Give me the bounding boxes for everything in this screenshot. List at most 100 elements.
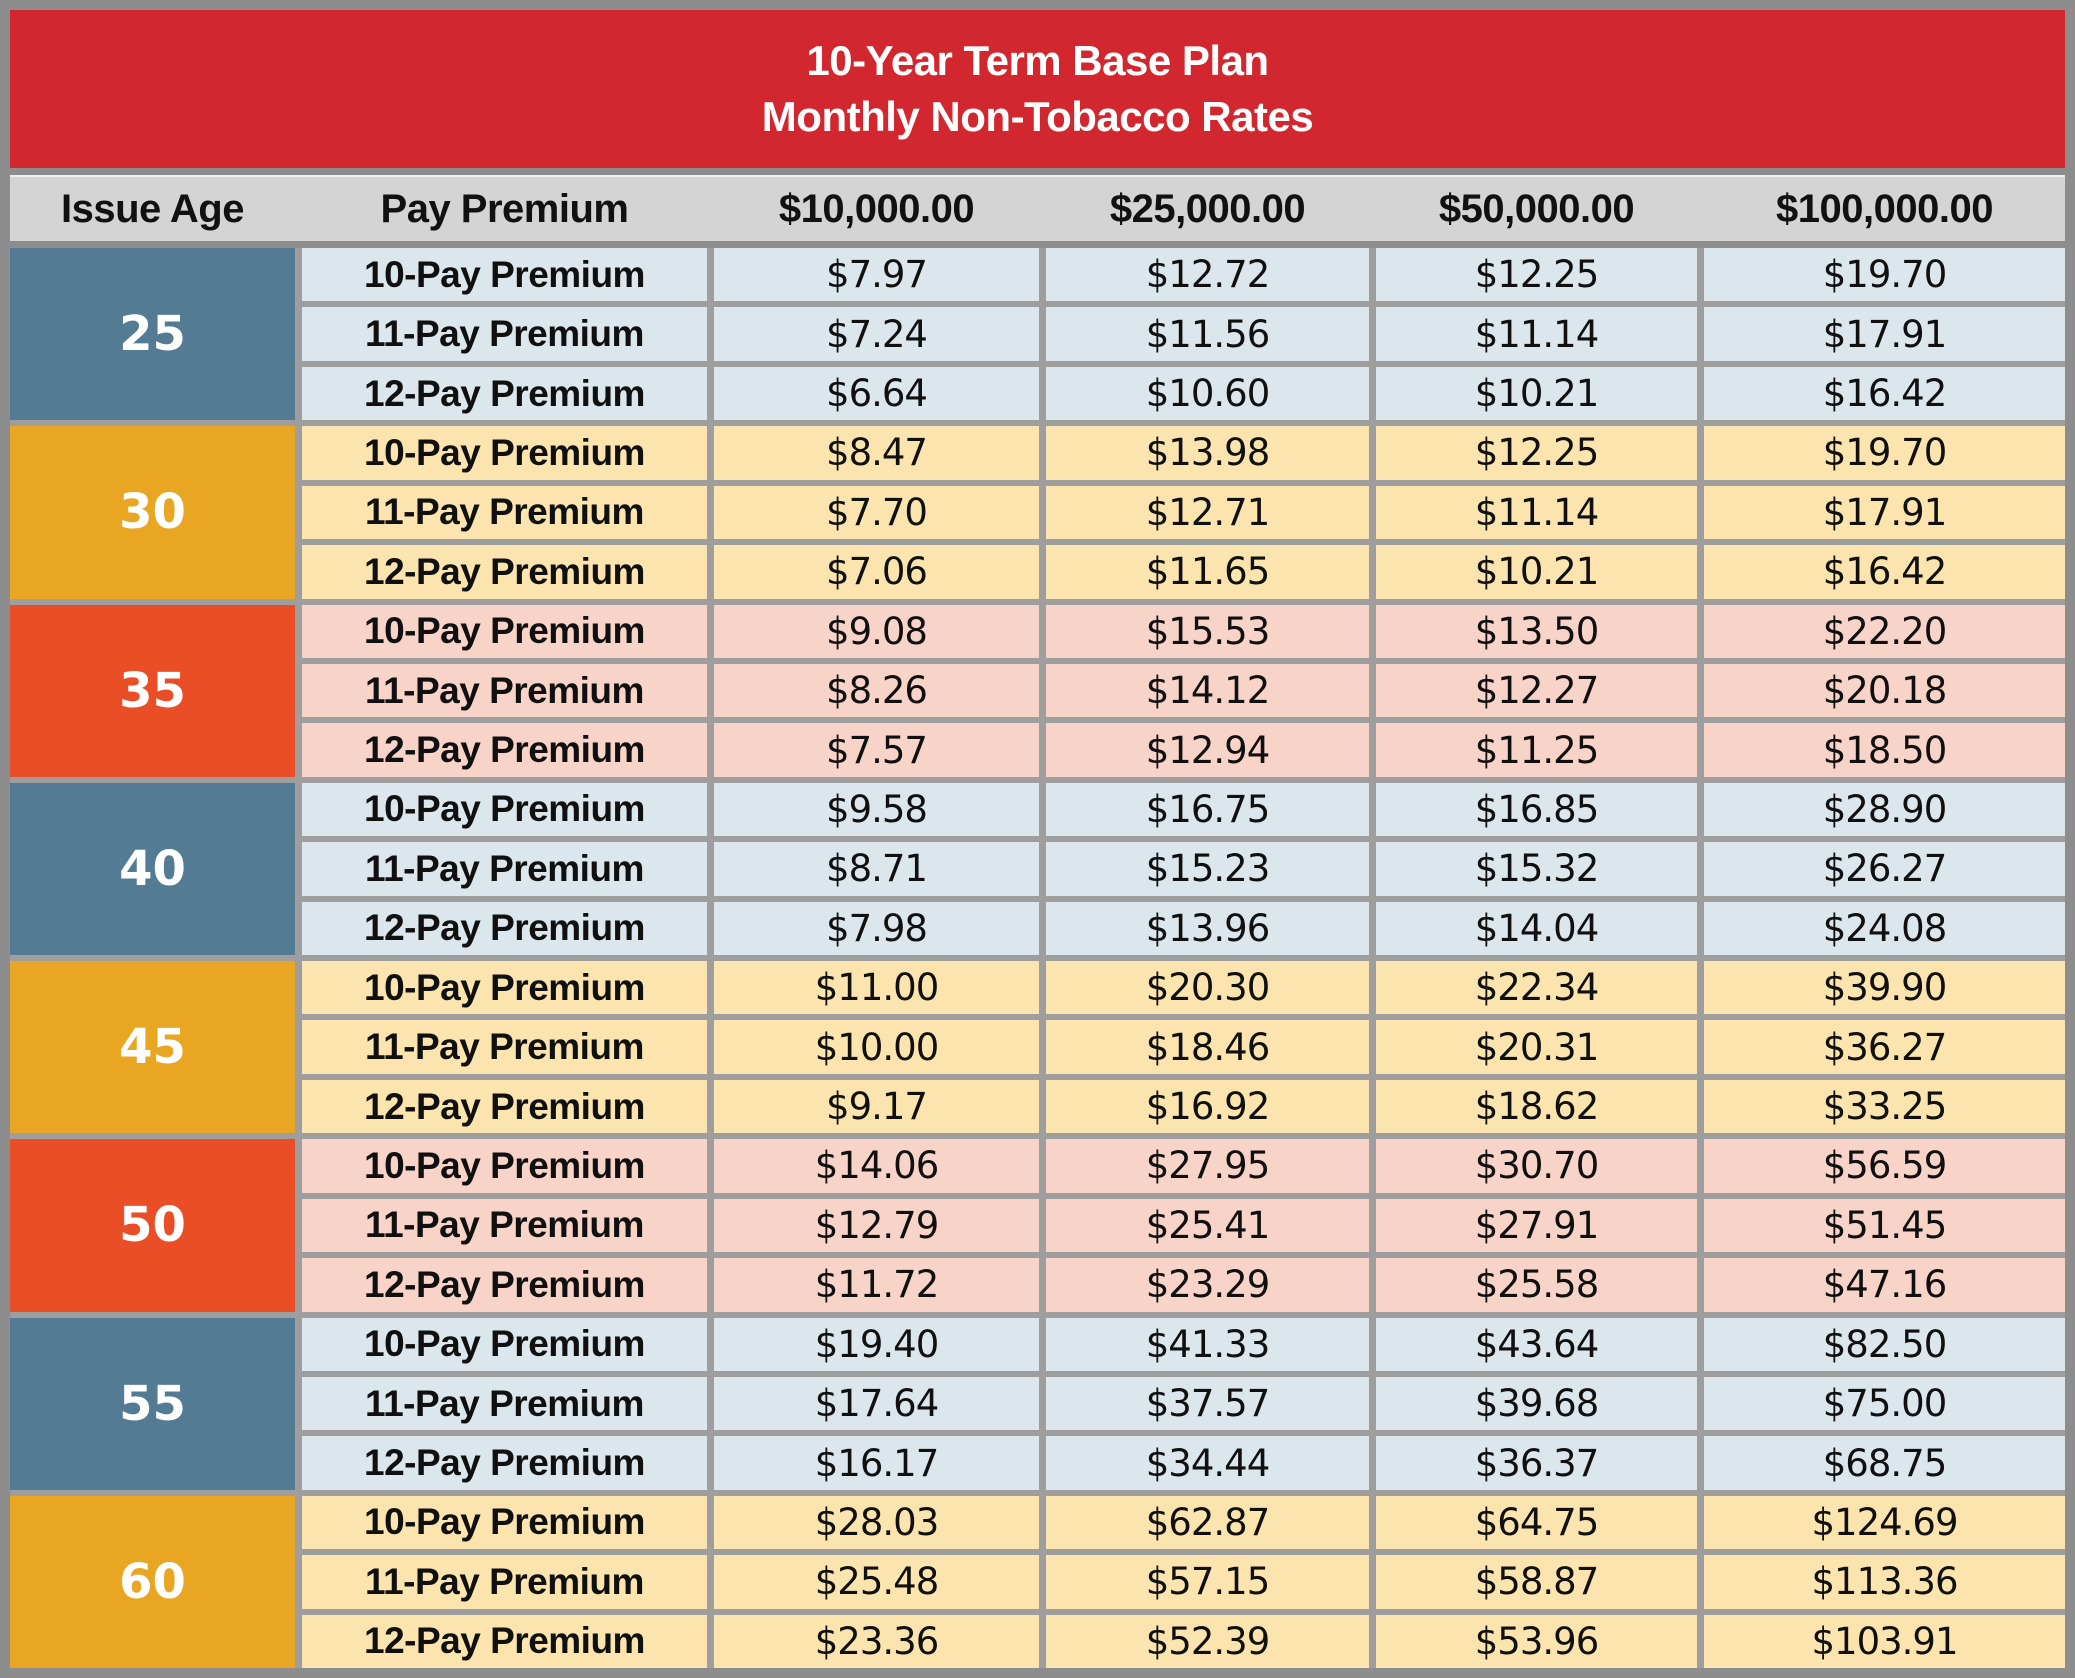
rate-cell: $6.64: [714, 366, 1039, 421]
rate-cell: $39.68: [1376, 1376, 1697, 1431]
rate-cell: $43.64: [1376, 1317, 1697, 1371]
rate-cell: $36.37: [1376, 1436, 1697, 1490]
age-cell-25: 25: [10, 248, 295, 421]
pay-premium-label-cell: 12-Pay Premium: [302, 901, 707, 955]
title-bar: 10-Year Term Base Plan Monthly Non-Tobac…: [10, 10, 2065, 168]
rate-cell: $12.27: [1376, 663, 1697, 718]
rate-cell: $68.75: [1704, 1436, 2065, 1490]
column-header-25000: $25,000.00: [1109, 186, 1306, 231]
pay-premium-label-cell: 10-Pay Premium: [302, 1317, 707, 1371]
rate-cell: $36.27: [1704, 1020, 2065, 1074]
rate-cell: $12.94: [1046, 723, 1369, 777]
column-header-100000: $100,000.00: [1776, 186, 1993, 231]
rate-cell: $12.79: [714, 1198, 1039, 1253]
rate-cell: $26.27: [1704, 842, 2065, 896]
rate-cell: $11.56: [1046, 307, 1369, 361]
rate-cell: $16.92: [1046, 1079, 1369, 1134]
rate-cell: $8.71: [714, 842, 1039, 896]
rate-cell: $8.26: [714, 663, 1039, 718]
rate-cell: $25.58: [1376, 1258, 1697, 1312]
rate-cell: $103.91: [1704, 1614, 2065, 1668]
pay-premium-label-cell: 12-Pay Premium: [302, 723, 707, 777]
rate-cell: $18.46: [1046, 1020, 1369, 1074]
rate-cell: $25.41: [1046, 1198, 1369, 1253]
rates-grid: 25 10-Pay Premium $7.97 $12.72 $12.25 $19.70 1…: [10, 248, 2065, 1668]
age-cell-40: 40: [10, 782, 295, 955]
rate-cell: $11.25: [1376, 723, 1697, 777]
rate-cell: $10.60: [1046, 366, 1369, 421]
rate-cell: $9.08: [714, 604, 1039, 658]
pay-premium-label-cell: 12-Pay Premium: [302, 1436, 707, 1490]
rate-cell: $57.15: [1046, 1555, 1369, 1609]
rate-cell: $11.14: [1376, 307, 1697, 361]
rate-cell: $12.71: [1046, 485, 1369, 540]
rate-cell: $19.70: [1704, 426, 2065, 480]
age-cell-45: 45: [10, 961, 295, 1134]
rate-cell: $14.06: [714, 1139, 1039, 1193]
rate-cell: $15.32: [1376, 842, 1697, 896]
rate-cell: $17.91: [1704, 307, 2065, 361]
rate-cell: $20.31: [1376, 1020, 1697, 1074]
rate-cell: $82.50: [1704, 1317, 2065, 1371]
rate-cell: $9.17: [714, 1079, 1039, 1134]
rate-cell: $12.25: [1376, 426, 1697, 480]
pay-premium-label-cell: 11-Pay Premium: [302, 1198, 707, 1253]
rate-cell: $11.72: [714, 1258, 1039, 1312]
rate-cell: $18.62: [1376, 1079, 1697, 1134]
rate-cell: $10.21: [1376, 545, 1697, 599]
age-cell-50: 50: [10, 1139, 295, 1312]
rate-cell: $14.12: [1046, 663, 1369, 718]
pay-premium-label-cell: 12-Pay Premium: [302, 1258, 707, 1312]
pay-premium-label-cell: 10-Pay Premium: [302, 426, 707, 480]
rate-cell: $53.96: [1376, 1614, 1697, 1668]
rate-cell: $23.36: [714, 1614, 1039, 1668]
rate-cell: $13.98: [1046, 426, 1369, 480]
rate-cell: $16.85: [1376, 782, 1697, 837]
rate-cell: $58.87: [1376, 1555, 1697, 1609]
column-header-pay-premium: Pay Premium: [380, 186, 629, 231]
column-header-issue-age: Issue Age: [61, 186, 244, 231]
age-cell-30: 30: [10, 426, 295, 599]
pay-premium-label-cell: 11-Pay Premium: [302, 485, 707, 540]
rate-cell: $75.00: [1704, 1376, 2065, 1431]
rate-cell: $7.97: [714, 248, 1039, 302]
rate-cell: $37.57: [1046, 1376, 1369, 1431]
pay-premium-label-cell: 10-Pay Premium: [302, 1495, 707, 1550]
column-header-10000: $10,000.00: [778, 186, 975, 231]
rate-cell: $10.00: [714, 1020, 1039, 1074]
rate-cell: $19.40: [714, 1317, 1039, 1371]
rate-cell: $24.08: [1704, 901, 2065, 955]
pay-premium-label-cell: 10-Pay Premium: [302, 248, 707, 302]
rate-cell: $23.29: [1046, 1258, 1369, 1312]
rate-cell: $39.90: [1704, 961, 2065, 1015]
rate-cell: $34.44: [1046, 1436, 1369, 1490]
page-title-line2: Monthly Non-Tobacco Rates: [761, 93, 1314, 140]
rate-cell: $20.18: [1704, 663, 2065, 718]
rate-cell: $62.87: [1046, 1495, 1369, 1550]
rate-cell: $7.57: [714, 723, 1039, 777]
pay-premium-label-cell: 11-Pay Premium: [302, 842, 707, 896]
pay-premium-label-cell: 10-Pay Premium: [302, 782, 707, 837]
rate-cell: $28.90: [1704, 782, 2065, 837]
age-cell-60: 60: [10, 1495, 295, 1668]
age-cell-55: 55: [10, 1317, 295, 1490]
rate-cell: $12.25: [1376, 248, 1697, 302]
rate-cell: $30.70: [1376, 1139, 1697, 1193]
rate-cell: $7.98: [714, 901, 1039, 955]
rate-cell: $15.53: [1046, 604, 1369, 658]
rate-cell: $25.48: [714, 1555, 1039, 1609]
age-cell-35: 35: [10, 604, 295, 777]
rate-cell: $15.23: [1046, 842, 1369, 896]
pay-premium-label-cell: 12-Pay Premium: [302, 366, 707, 421]
rate-cell: $12.72: [1046, 248, 1369, 302]
rate-cell: $27.95: [1046, 1139, 1369, 1193]
rate-cell: $13.96: [1046, 901, 1369, 955]
pay-premium-label-cell: 10-Pay Premium: [302, 961, 707, 1015]
pay-premium-label-cell: 10-Pay Premium: [302, 1139, 707, 1193]
rate-cell: $9.58: [714, 782, 1039, 837]
pay-premium-label-cell: 11-Pay Premium: [302, 663, 707, 718]
rate-cell: $10.21: [1376, 366, 1697, 421]
rate-cell: $20.30: [1046, 961, 1369, 1015]
rate-cell: $8.47: [714, 426, 1039, 480]
